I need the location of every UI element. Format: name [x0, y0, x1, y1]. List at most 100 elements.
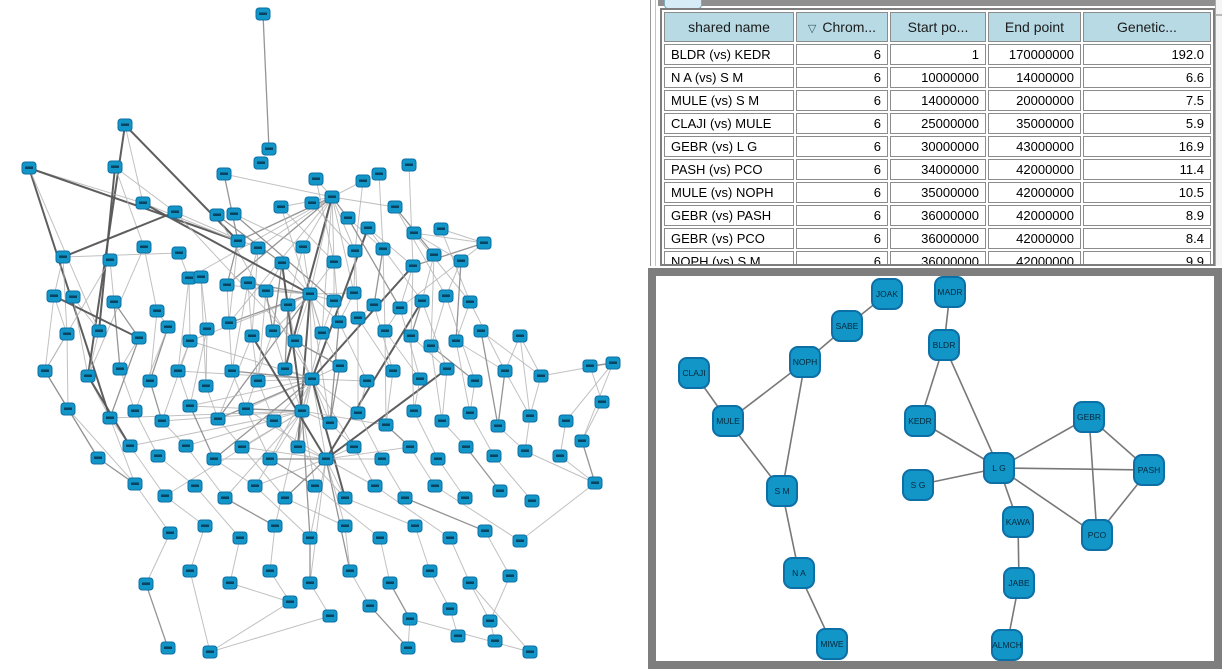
graph-node[interactable]: [490, 419, 506, 433]
graph-node[interactable]: [290, 440, 306, 454]
table-cell-name[interactable]: NOPH (vs) S M: [664, 251, 794, 264]
graph-edge[interactable]: [455, 340, 506, 372]
graph-edge[interactable]: [480, 330, 499, 427]
graph-edge[interactable]: [529, 375, 542, 417]
graph-edge[interactable]: [998, 467, 1150, 471]
graph-edge[interactable]: [233, 213, 304, 248]
graph-edge[interactable]: [194, 485, 241, 539]
graph-edge[interactable]: [309, 458, 327, 584]
graph-edge[interactable]: [1088, 416, 1098, 536]
graph-node[interactable]: [594, 395, 610, 409]
graph-edge[interactable]: [189, 570, 211, 653]
table-cell-genetic[interactable]: 8.4: [1083, 228, 1211, 249]
graph-node[interactable]: [182, 334, 198, 348]
graph-node-s-g[interactable]: S G: [902, 469, 934, 501]
graph-node-kawa[interactable]: KAWA: [1002, 506, 1034, 538]
graph-edge[interactable]: [269, 378, 313, 460]
table-cell-start[interactable]: 36000000: [890, 251, 986, 264]
table-row[interactable]: PASH (vs) PCO 6 34000000 42000000 11.4: [664, 159, 1211, 180]
graph-edge[interactable]: [129, 445, 166, 497]
graph-edge[interactable]: [200, 276, 208, 330]
graph-node[interactable]: [287, 334, 303, 348]
graph-node[interactable]: [476, 236, 492, 250]
graph-edge[interactable]: [409, 446, 436, 487]
graph-edge[interactable]: [367, 227, 423, 302]
graph-node[interactable]: [487, 634, 503, 648]
graph-edge[interactable]: [565, 362, 614, 422]
graph-edge[interactable]: [325, 458, 376, 487]
graph-edge[interactable]: [251, 335, 259, 382]
graph-node[interactable]: [106, 295, 122, 309]
table-cell-name[interactable]: CLAJI (vs) MULE: [664, 113, 794, 134]
graph-edge[interactable]: [134, 410, 159, 457]
graph-edge[interactable]: [245, 378, 313, 410]
graph-edge[interactable]: [224, 497, 276, 527]
graph-node-sabe[interactable]: SABE: [831, 310, 863, 342]
graph-edge[interactable]: [297, 446, 346, 499]
graph-edge[interactable]: [497, 370, 506, 427]
table-row[interactable]: NOPH (vs) S M 6 36000000 42000000 9.9: [664, 251, 1211, 264]
graph-node[interactable]: [149, 304, 165, 318]
graph-edge[interactable]: [325, 458, 351, 572]
graph-edge[interactable]: [315, 178, 335, 263]
graph-edge[interactable]: [301, 410, 311, 539]
graph-node[interactable]: [324, 190, 340, 204]
graph-node[interactable]: [55, 250, 71, 264]
table-row[interactable]: GEBR (vs) PASH 6 36000000 42000000 8.9: [664, 205, 1211, 226]
table-cell-chrom[interactable]: 6: [796, 90, 888, 111]
graph-node[interactable]: [167, 205, 183, 219]
table-cell-chrom[interactable]: 6: [796, 251, 888, 264]
graph-edge[interactable]: [28, 167, 100, 332]
vertical-scrollbar[interactable]: [1215, 0, 1222, 266]
graph-node[interactable]: [102, 253, 118, 267]
graph-node[interactable]: [374, 452, 390, 466]
graph-edge[interactable]: [209, 615, 331, 653]
graph-node[interactable]: [142, 374, 158, 388]
graph-edge[interactable]: [374, 485, 451, 539]
graph-node[interactable]: [387, 200, 403, 214]
graph-edge[interactable]: [245, 408, 303, 412]
table-cell-name[interactable]: GEBR (vs) PASH: [664, 205, 794, 226]
graph-node[interactable]: [238, 402, 254, 416]
graph-node[interactable]: [280, 298, 296, 312]
graph-edge[interactable]: [284, 368, 303, 412]
graph-node[interactable]: [326, 294, 342, 308]
graph-node-gebr[interactable]: GEBR: [1073, 401, 1105, 433]
graph-node-s-m[interactable]: S M: [766, 475, 798, 507]
graph-node[interactable]: [462, 295, 478, 309]
graph-edge[interactable]: [441, 368, 448, 422]
graph-node[interactable]: [202, 645, 218, 659]
graph-edge[interactable]: [189, 328, 208, 407]
graph-node[interactable]: [135, 196, 151, 210]
graph-edge[interactable]: [124, 124, 239, 242]
graph-node[interactable]: [250, 241, 266, 255]
graph-edge[interactable]: [272, 293, 311, 332]
table-row[interactable]: MULE (vs) S M 6 14000000 20000000 7.5: [664, 90, 1211, 111]
graph-node[interactable]: [438, 289, 454, 303]
graph-node[interactable]: [230, 234, 246, 248]
graph-node[interactable]: [502, 569, 518, 583]
main-network-canvas[interactable]: [0, 0, 648, 669]
graph-edge[interactable]: [189, 405, 215, 460]
graph-edge[interactable]: [245, 330, 274, 410]
graph-edge[interactable]: [329, 321, 340, 424]
filtered-network-canvas[interactable]: JOAK SABE NOPH CLAJI MULE S M N A MIWE MADR BLDR K…: [656, 276, 1214, 661]
graph-node-l-g[interactable]: L G: [983, 452, 1015, 484]
graph-node[interactable]: [350, 311, 366, 325]
graph-node[interactable]: [59, 327, 75, 341]
graph-edge[interactable]: [354, 250, 359, 319]
graph-node-pco[interactable]: PCO: [1081, 519, 1113, 551]
graph-edge[interactable]: [430, 345, 443, 422]
graph-edge[interactable]: [781, 361, 806, 492]
graph-edge[interactable]: [274, 410, 303, 527]
graph-edge[interactable]: [325, 368, 448, 460]
graph-node[interactable]: [170, 364, 186, 378]
graph-edge[interactable]: [189, 378, 313, 407]
graph-node[interactable]: [375, 242, 391, 256]
graph-node[interactable]: [467, 374, 483, 388]
graph-edge[interactable]: [280, 206, 335, 263]
graph-node[interactable]: [442, 602, 458, 616]
graph-node-kedr[interactable]: KEDR: [904, 405, 936, 437]
table-cell-end[interactable]: 14000000: [988, 67, 1081, 88]
graph-node[interactable]: [182, 564, 198, 578]
